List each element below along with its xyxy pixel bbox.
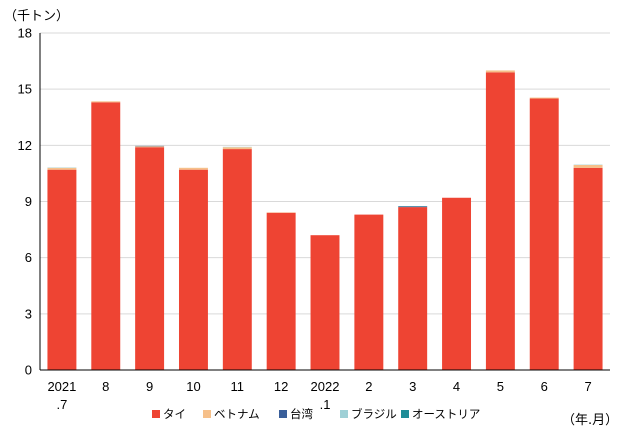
y-tick-label: 0 (25, 363, 32, 378)
legend-swatch (340, 410, 348, 418)
x-tick-label: 6 (541, 379, 548, 394)
legend: タイ ベトナム 台湾 ブラジル オーストリア (152, 407, 480, 421)
bar-segment (529, 97, 559, 99)
bar-segment (485, 70, 515, 73)
x-tick-label: 4 (453, 379, 460, 394)
legend-label: 台湾 (290, 407, 313, 421)
x-tick-labels: 2021 .7 8 9 10 11 12 2022 .1 2 3 4 5 6 7 (47, 379, 591, 412)
x-tick-label: 7 (584, 379, 591, 394)
bar-segment (354, 214, 384, 370)
x-tick-label: 10 (186, 379, 200, 394)
bar-segment (135, 147, 165, 370)
x-tick-label: 2021 (47, 379, 76, 394)
bars (47, 70, 603, 371)
bar-segment (178, 169, 208, 370)
bar-segment (178, 167, 208, 170)
x-tick-label: .1 (320, 397, 331, 412)
bar-segment (442, 197, 472, 370)
legend-label: オーストリア (412, 407, 480, 421)
legend-swatch (279, 410, 287, 418)
bar-segment (222, 147, 252, 150)
bar-segment (47, 167, 77, 170)
legend-label: タイ (163, 407, 186, 421)
legend-swatch (401, 410, 409, 418)
x-tick-label: 2 (365, 379, 372, 394)
y-tick-label: 9 (25, 194, 32, 209)
bar-segment (529, 98, 559, 371)
bar-segment (222, 149, 252, 370)
legend-label: ブラジル (351, 407, 397, 421)
bar-segment (398, 206, 428, 208)
x-tick-label: 9 (146, 379, 153, 394)
x-tick-label: .7 (57, 397, 68, 412)
bar-segment (310, 235, 340, 370)
y-tick-label: 12 (18, 138, 32, 153)
y-tick-label: 15 (18, 82, 32, 97)
x-tick-label: 8 (102, 379, 109, 394)
x-tick-label: 12 (274, 379, 288, 394)
bar-segment (398, 207, 428, 370)
y-axis-unit-label: （千トン） (4, 9, 69, 24)
x-tick-label: 3 (409, 379, 416, 394)
bar-segment (266, 212, 296, 370)
legend-swatch (152, 410, 160, 418)
x-tick-label: 11 (231, 379, 245, 394)
bar-segment (573, 167, 603, 370)
legend-swatch (203, 410, 211, 418)
y-tick-label: 6 (25, 250, 32, 265)
y-tick-label: 3 (25, 306, 32, 321)
legend-label: ベトナム (214, 407, 260, 421)
gridlines (40, 32, 610, 315)
bar-segment (91, 101, 121, 103)
bar-segment (47, 169, 77, 370)
axes (39, 33, 610, 371)
bar-segment (573, 164, 603, 168)
x-axis-unit-label: （年.月） (562, 413, 618, 428)
bar-segment (135, 146, 165, 148)
y-tick-label: 18 (18, 26, 32, 41)
x-tick-label: 5 (497, 379, 504, 394)
y-tick-labels: 0 3 6 9 12 15 18 (18, 26, 32, 378)
x-tick-label: 2022 (311, 379, 340, 394)
bar-segment (485, 72, 515, 371)
bar-segment (91, 102, 121, 371)
